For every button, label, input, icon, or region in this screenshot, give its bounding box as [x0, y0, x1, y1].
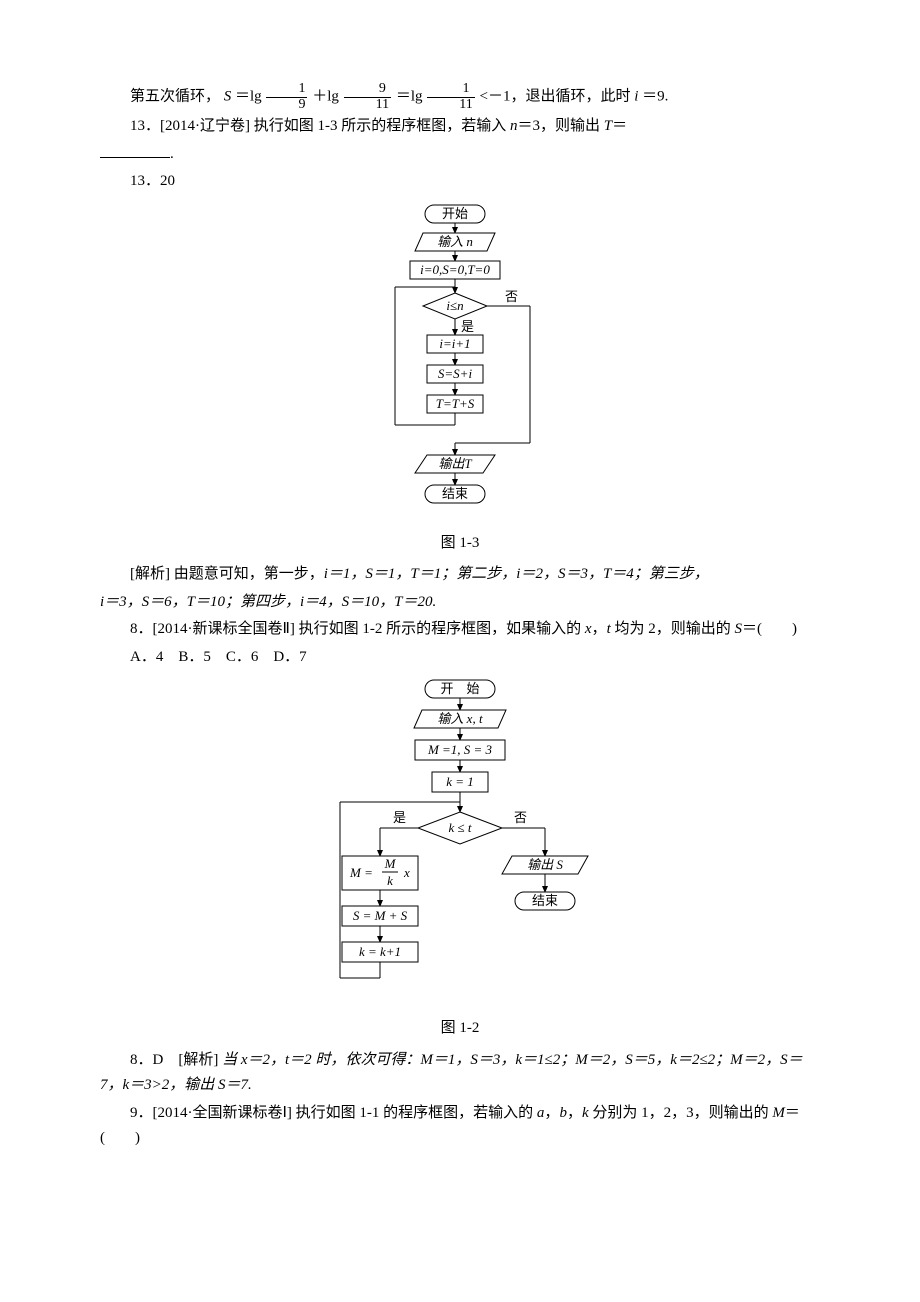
fc1-caption: 图 1-3 — [100, 531, 820, 557]
fc1-input: 输入 n — [437, 234, 473, 249]
fc2-cond: k ≤ t — [448, 820, 471, 835]
q8-x: x — [585, 621, 592, 637]
fc2-no: 否 — [514, 810, 527, 825]
flowchart-1-2: 开 始 输入 x, t M =1, S = 3 k = 1 k ≤ t 是 否 … — [310, 678, 610, 1008]
fc2-yes: 是 — [393, 810, 406, 825]
q9-c1: ， — [544, 1105, 559, 1121]
fc2-mpost: x — [403, 865, 410, 880]
fc1-yes: 是 — [461, 319, 474, 334]
q9-M: M — [772, 1105, 785, 1121]
q8-b: 均为 2，则输出的 — [611, 621, 735, 637]
fc2-end: 结束 — [532, 893, 558, 908]
q8-c1: ， — [592, 621, 607, 637]
q13-b: ＝3，则输出 — [517, 118, 603, 134]
fc1-no: 否 — [505, 289, 518, 304]
q8-S: S — [735, 621, 743, 637]
q13-blank-line: . — [100, 142, 820, 168]
q13a-l2: i＝3，S＝6，T＝10；第四步，i＝4，S＝10，T＝20. — [100, 594, 436, 610]
loop5-eq1: ＝lg — [235, 89, 262, 105]
fc1-s1: i=i+1 — [439, 336, 470, 351]
q13-a: 13．[2014·辽宁卷] 执行如图 1-3 所示的程序框图，若输入 — [130, 118, 510, 134]
fc2-init: M =1, S = 3 — [427, 742, 493, 757]
fc1-out: 输出T — [438, 456, 472, 471]
loop5-i: i — [634, 89, 638, 105]
q13a-label: [解析] — [130, 566, 174, 582]
fc2-mtop: M — [384, 856, 397, 871]
fc1-s2: S=S+i — [438, 366, 473, 381]
fc1-start: 开始 — [442, 206, 468, 221]
fc1-s3: T=T+S — [436, 396, 475, 411]
fc2-mpre: M = — [349, 865, 373, 880]
q9-stem: 9．[2014·全国新课标卷Ⅰ] 执行如图 1-1 的程序框图，若输入的 a，b… — [100, 1101, 820, 1152]
fc2-s: S = M + S — [353, 908, 408, 923]
fc2-out: 输出 S — [527, 857, 563, 872]
q13-analysis: [解析] 由题意可知，第一步，i＝1，S＝1，T＝1；第二步，i＝2，S＝3，T… — [100, 562, 820, 588]
fc1-end: 结束 — [442, 486, 468, 501]
loop5-S: S — [224, 89, 232, 105]
q8-c: ＝( ) — [742, 621, 797, 637]
q9-bv: b — [559, 1105, 567, 1121]
fc2-kinc: k = k+1 — [359, 944, 401, 959]
fc2-caption: 图 1-2 — [100, 1016, 820, 1042]
q8-choices: A．4 B．5 C．6 D．7 — [100, 645, 820, 671]
q8-a: 8．[2014·新课标全国卷Ⅱ] 执行如图 1-2 所示的程序框图，如果输入的 — [130, 621, 585, 637]
fc1-init: i=0,S=0,T=0 — [420, 262, 490, 277]
q9-c2: ， — [567, 1105, 582, 1121]
loop5-eq2: ＝lg — [396, 89, 423, 105]
q9-b: 分别为 1，2，3，则输出的 — [589, 1105, 773, 1121]
flowchart-1-3: 开始 输入 n i=0,S=0,T=0 i≤n 否 是 i=i+1 S=S+i … — [355, 203, 565, 523]
q13-stem: 13．[2014·辽宁卷] 执行如图 1-3 所示的程序框图，若输入 n＝3，则… — [100, 114, 820, 140]
loop5-plus: ＋lg — [312, 89, 339, 105]
loop5-line: 第五次循环， S ＝lg 19 ＋lg 911 ＝lg 111 <－1，退出循环… — [100, 82, 820, 112]
q8-answer: 8．D [解析] 当 x＝2，t＝2 时，依次可得：M＝1，S＝3，k＝1≤2；… — [100, 1048, 820, 1099]
q13a-a: 由题意可知，第一步， — [174, 566, 324, 582]
frac-1-9: 19 — [266, 82, 307, 112]
q13-analysis-l2: i＝3，S＝6，T＝10；第四步，i＝4，S＝10，T＝20. — [100, 590, 820, 616]
loop5-tail: <－1，退出循环，此时 — [480, 89, 631, 105]
fc2-mbot: k — [387, 873, 393, 888]
q8-stem: 8．[2014·新课标全国卷Ⅱ] 执行如图 1-2 所示的程序框图，如果输入的 … — [100, 617, 820, 643]
fc1-cond: i≤n — [446, 298, 463, 313]
blank-fill — [100, 142, 170, 158]
fc2-input: 输入 x, t — [437, 711, 483, 726]
q13-T: T — [604, 118, 612, 134]
q9-kv: k — [582, 1105, 589, 1121]
q13-answer: 13．20 — [100, 169, 820, 195]
fc2-start: 开 始 — [440, 681, 479, 696]
q9-a: 9．[2014·全国新课标卷Ⅰ] 执行如图 1-1 的程序框图，若输入的 — [130, 1105, 537, 1121]
fc2-k1: k = 1 — [446, 774, 474, 789]
frac-1-11: 111 — [427, 82, 474, 112]
frac-9-11: 911 — [344, 82, 391, 112]
q13a-seq: i＝1，S＝1，T＝1；第二步，i＝2，S＝3，T＝4；第三步， — [324, 566, 709, 582]
loop5-iend: ＝9. — [642, 89, 668, 105]
loop5-prefix: 第五次循环， — [130, 89, 220, 105]
q13-c: ＝ — [612, 118, 627, 134]
q8ans-label: 8．D [解析] — [130, 1052, 222, 1068]
